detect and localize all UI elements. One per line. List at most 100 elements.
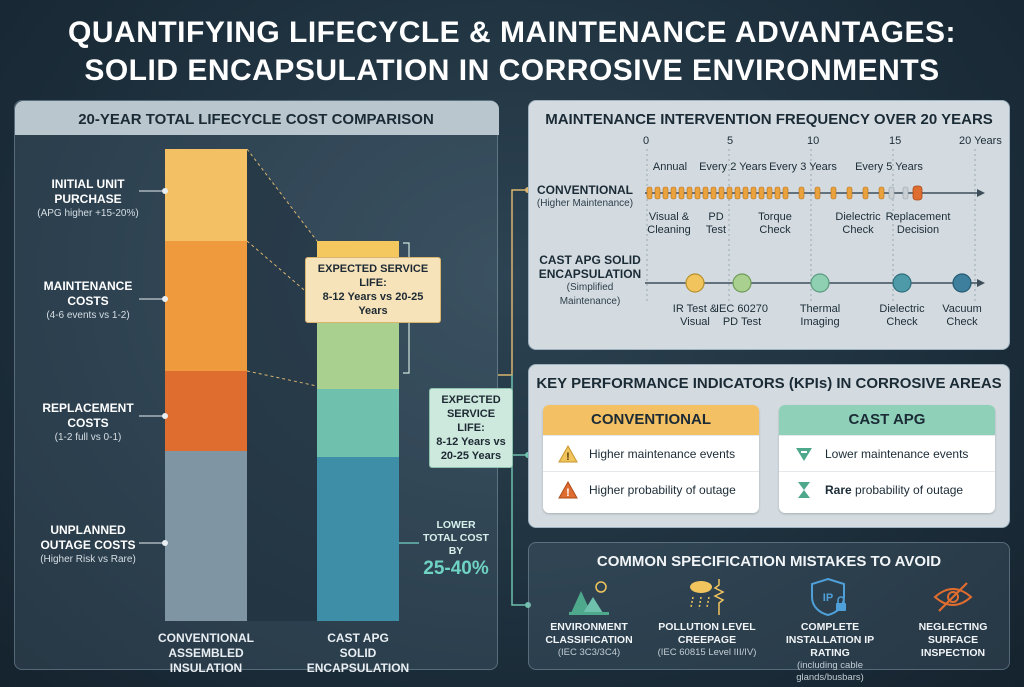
spec-item-pollution: POLLUTION LEVEL CREEPAGE (IEC 60815 Leve… (647, 577, 767, 659)
conv-initial-block (165, 149, 247, 241)
category-replacement-sub: (1-2 full vs 0-1) (54, 432, 122, 443)
apg-event-thermal (810, 273, 830, 293)
title-line-2: SOLID ENCAPSULATION IN CORROSIVE ENVIRON… (84, 54, 940, 87)
category-outage-sub: (Higher Risk vs Rare) (40, 554, 136, 565)
conventional-row-sub: (Higher Maintenance) (536, 198, 634, 209)
callout-conv-title: EXPECTED SERVICE LIFE: (317, 263, 429, 289)
interval-5yr: Every 5 Years (855, 161, 923, 173)
kpi-apg-row-2: Rare probability of outage (779, 471, 995, 507)
category-initial-label: INITIAL UNIT PURCHASE (51, 177, 125, 206)
apg-event-dielectric-label: Dielectric Check (879, 303, 925, 328)
tick-15: 15 (889, 135, 902, 147)
x-label-conventional-line2: ASSEMBLED INSULATION (168, 646, 244, 675)
lifecycle-cost-panel: 20-YEAR TOTAL LIFECYCLE COST COMPARISON … (14, 100, 513, 675)
callout-conv-value: 8-12 Years vs 20-25 Years (322, 291, 424, 317)
interval-annual: Annual (652, 161, 688, 173)
event-pd-test: PD Test (705, 211, 727, 236)
kpi-apg-row-2-text: Rare probability of outage (825, 483, 963, 497)
spec-ip-sub: (including cable glands/busbars) (796, 660, 864, 683)
apg-event-ir (685, 273, 705, 293)
event-visual-cleaning: Visual & Cleaning (647, 211, 691, 236)
kpi-card-apg: CAST APG Lower maintenance events Rare p… (779, 405, 995, 513)
spec-pollution-label: POLLUTION LEVEL CREEPAGE (658, 621, 756, 646)
category-initial: INITIAL UNIT PURCHASE (APG higher +15-20… (33, 177, 143, 221)
x-label-apg: CAST APG SOLID ENCAPSULATION (287, 631, 429, 676)
page-title: QUANTIFYING LIFECYCLE & MAINTENANCE ADVA… (0, 14, 1024, 90)
apg-outage-block (317, 457, 399, 621)
tick-0: 0 (643, 135, 650, 147)
x-label-conventional: CONVENTIONAL ASSEMBLED INSULATION (135, 631, 277, 676)
event-replacement-decision: Replacement Decision (885, 211, 951, 236)
spec-surface-label: NEGLECTING SURFACE INSPECTION (918, 621, 988, 659)
kpi-apg-header: CAST APG (779, 405, 995, 435)
x-label-conventional-line1: CONVENTIONAL (158, 631, 254, 645)
savings-callout: LOWER TOTAL COST BY 25-40% (419, 519, 493, 580)
spec-item-environment: ENVIRONMENT CLASSIFICATION (IEC 3C3/3C4) (529, 577, 649, 659)
callout-apg-title: EXPECTED SERVICE LIFE: (441, 394, 501, 434)
kpi-apg-row-1-text: Lower maintenance events (825, 446, 969, 461)
kpi-conventional-row-2: ! Higher probability of outage (543, 471, 759, 507)
title-line-1: QUANTIFYING LIFECYCLE & MAINTENANCE ADVA… (68, 16, 956, 49)
kpi-conventional-row-2-text: Higher probability of outage (589, 482, 736, 497)
kpi-card-conventional: CONVENTIONAL ! Higher maintenance events… (543, 405, 759, 513)
category-maintenance-label: MAINTENANCE COSTS (43, 279, 133, 308)
service-life-callout-conventional: EXPECTED SERVICE LIFE: 8-12 Years vs 20-… (305, 257, 441, 323)
apg-event-vacuum-label: Vacuum Check (942, 303, 982, 328)
savings-value: 25-40% (423, 558, 489, 579)
eye-slash-icon (899, 577, 1007, 617)
spec-item-surface-inspection: NEGLECTING SURFACE INSPECTION (899, 577, 1007, 660)
category-replacement-label: REPLACEMENT COSTS (42, 401, 134, 430)
svg-text:!: ! (566, 451, 570, 463)
category-maintenance-sub: (4-6 events vs 1-2) (46, 310, 130, 321)
x-label-apg-line2: SOLID ENCAPSULATION (306, 646, 410, 675)
conventional-row-label: CONVENTIONAL (Higher Maintenance) (535, 183, 635, 211)
spec-pollution-sub: (IEC 60815 Level III/IV) (657, 647, 757, 658)
apg-event-pd (732, 273, 752, 293)
alert-icon: ! (557, 480, 579, 500)
warning-icon: ! (557, 444, 579, 464)
category-maintenance: MAINTENANCE COSTS (4-6 events vs 1-2) (33, 279, 143, 323)
kpi-conventional-row-1-text: Higher maintenance events (589, 446, 736, 461)
spec-mistakes-title: COMMON SPECIFICATION MISTAKES TO AVOID (596, 553, 942, 570)
category-outage: UNPLANNED OUTAGE COSTS (Higher Risk vs R… (33, 523, 143, 567)
spec-mistakes-panel: COMMON SPECIFICATION MISTAKES TO AVOID E… (528, 542, 1010, 683)
kpi-conventional-header: CONVENTIONAL (543, 405, 759, 435)
maintenance-frequency-panel: MAINTENANCE INTERVENTION FREQUENCY OVER … (528, 100, 1010, 350)
category-replacement: REPLACEMENT COSTS (1-2 full vs 0-1) (33, 401, 143, 445)
conv-maintenance-block (165, 241, 247, 371)
cost-transition-band (247, 149, 317, 621)
svg-text:!: ! (566, 487, 570, 499)
maintenance-timeline (645, 149, 985, 301)
category-outage-label: UNPLANNED OUTAGE COSTS (40, 523, 136, 552)
apg-event-ir-label: IR Test & Visual (672, 303, 718, 328)
apg-row-label: CAST APG SOLID ENCAPSULATION (Simplified… (535, 253, 645, 309)
conventional-row-title: CONVENTIONAL (537, 183, 633, 197)
event-dielectric-check: Dielectric Check (835, 211, 881, 236)
interval-2yr: Every 2 Years (699, 161, 767, 173)
spec-environment-sub: (IEC 3C3/3C4) (557, 647, 621, 658)
kpi-conventional-row-1: ! Higher maintenance events (543, 435, 759, 471)
x-label-apg-line1: CAST APG (327, 631, 389, 645)
apg-event-thermal-label: Thermal Imaging (799, 303, 841, 328)
down-triangle-icon (793, 444, 815, 464)
savings-label: LOWER TOTAL COST BY (423, 519, 489, 557)
spec-item-ip-rating: IP COMPLETE INSTALLATION IP RATING (incl… (765, 577, 895, 684)
apg-row-title: CAST APG SOLID ENCAPSULATION (538, 253, 642, 281)
tick-20: 20 Years (959, 135, 1002, 147)
tick-10: 10 (807, 135, 820, 147)
kpi-apg-row-2-rest: probability of outage (851, 482, 964, 497)
tick-5: 5 (727, 135, 734, 147)
kpi-apg-row-2-bold: Rare (825, 482, 852, 497)
replacement-decision-marker (912, 185, 923, 201)
interval-3yr: Every 3 Years (769, 161, 837, 173)
conventional-event-markers (646, 186, 885, 200)
event-torque-check: Torque Check (758, 211, 792, 236)
kpi-apg-row-1: Lower maintenance events (779, 435, 995, 471)
callout-apg-value: 8-12 Years vs 20-25 Years (436, 436, 506, 462)
apg-event-vacuum (952, 273, 972, 293)
spec-ip-label: COMPLETE INSTALLATION IP RATING (785, 621, 875, 659)
spec-environment-label: ENVIRONMENT CLASSIFICATION (545, 621, 633, 646)
lifecycle-cost-title: 20-YEAR TOTAL LIFECYCLE COST COMPARISON (78, 111, 434, 128)
maintenance-frequency-title: MAINTENANCE INTERVENTION FREQUENCY OVER … (545, 111, 993, 128)
apg-event-pd-label: IEC 60270 PD Test (716, 303, 768, 328)
